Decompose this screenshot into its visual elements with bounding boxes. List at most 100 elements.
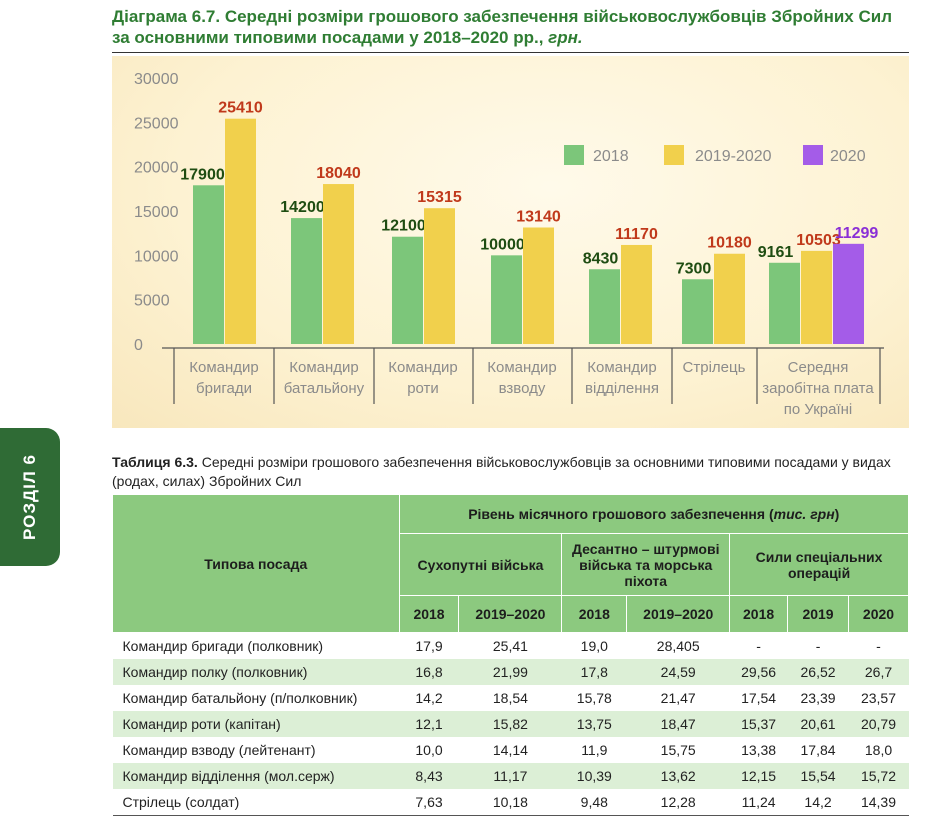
category-label: Командир <box>487 359 557 376</box>
row-value: 13,75 <box>561 711 627 737</box>
row-value: 17,54 <box>741 690 777 706</box>
y-tick-label: 15000 <box>134 204 179 221</box>
data-label-2019-2020: 18040 <box>316 165 361 182</box>
y-tick-label: 10000 <box>134 248 179 265</box>
bar-2019-2020 <box>621 244 652 344</box>
data-label-2019-2020: 13140 <box>516 208 561 225</box>
data-label-2018: 7300 <box>676 260 712 277</box>
data-label-2019-2020: 10503 <box>796 232 841 249</box>
header-year: 2019–2020 <box>458 595 563 633</box>
row-value: 17,9 <box>415 638 443 654</box>
row-position: Командир роти (капітан) <box>112 711 400 737</box>
category-label: Командир <box>587 359 657 376</box>
bar-2018 <box>589 269 620 344</box>
section-tab-label: РОЗДІЛ 6 <box>20 454 39 540</box>
category-label: Середня <box>788 359 849 376</box>
header-year: 2018 <box>398 595 460 633</box>
row-value: 14,14 <box>492 742 528 758</box>
legend-label: 2019-2020 <box>695 148 772 165</box>
category-label: роти <box>407 380 439 397</box>
header-position: Типова посада <box>112 494 400 633</box>
y-tick-label: 5000 <box>134 293 170 310</box>
row-position: Командир полку (полковник) <box>112 659 400 685</box>
section-tab: РОЗДІЛ 6 <box>0 428 60 566</box>
bar-2019-2020 <box>323 184 354 344</box>
row-value: 10,39 <box>561 763 627 789</box>
row-value: 23,39 <box>800 690 836 706</box>
header-group: Десантно – штурмові війська та морська п… <box>561 533 731 596</box>
header-year: 2019 <box>787 595 849 633</box>
category-label: батальйону <box>284 380 365 397</box>
diagram-title: Діаграма 6.7. Середні розміри грошового … <box>112 6 912 48</box>
category-label: Командир <box>388 359 458 376</box>
category-label: відділення <box>585 380 659 397</box>
bar-2019-2020 <box>523 227 554 344</box>
table-row: Командир відділення (мол.серж) 8,43 11,17 1… <box>112 763 909 789</box>
row-value: 26,7 <box>848 659 909 685</box>
data-label-2018: 17900 <box>180 166 225 183</box>
row-value: 14,2 <box>415 690 443 706</box>
header-year: 2018 <box>561 595 628 633</box>
row-value: 26,52 <box>787 659 849 685</box>
row-value: 11,9 <box>581 742 608 758</box>
legend-swatch <box>564 145 584 165</box>
row-value: 13,62 <box>626 763 730 789</box>
legend-label: 2020 <box>830 148 866 165</box>
row-value: 15,72 <box>848 763 909 789</box>
bar-2020 <box>833 243 864 344</box>
row-value: 10,18 <box>458 789 562 816</box>
bar-2019-2020 <box>225 118 256 344</box>
row-value: 15,75 <box>660 742 696 758</box>
y-tick-label: 30000 <box>134 71 179 88</box>
row-value: 25,41 <box>492 638 528 654</box>
category-label: взводу <box>499 380 546 397</box>
data-label-2018: 12100 <box>381 218 426 235</box>
category-label: Командир <box>189 359 259 376</box>
header-year: 2020 <box>848 595 909 633</box>
data-label-2019-2020: 11170 <box>615 226 658 243</box>
bar-2019-2020 <box>714 253 745 344</box>
row-value: 17,8 <box>561 659 627 685</box>
bar-2018 <box>291 218 322 344</box>
table-row: Командир батальйону (п/полковник) 14,2 18,… <box>113 685 909 711</box>
y-tick-label: 0 <box>134 337 143 354</box>
y-tick-label: 25000 <box>134 115 179 132</box>
table-row: Командир полку (полковник) 16,8 21,99 17,8 2… <box>112 659 909 685</box>
row-value: 20,61 <box>787 711 849 737</box>
category-label: бригади <box>196 380 252 397</box>
row-position: Командир відділення (мол.серж) <box>112 763 400 789</box>
data-label-2019-2020: 15315 <box>417 189 462 206</box>
row-value: 18,54 <box>492 690 528 706</box>
row-position: Командир бригади (полковник) <box>122 638 324 654</box>
row-value: 21,47 <box>660 690 696 706</box>
legend-label: 2018 <box>593 148 629 165</box>
table-body: Командир бригади (полковник) 17,9 25,41 19,… <box>112 633 909 816</box>
row-value: 16,8 <box>399 659 459 685</box>
diagram-title-text: Середні розміри грошового забезпечення в… <box>112 7 893 47</box>
category-label: заробітна плата <box>762 380 874 397</box>
row-value: 15,78 <box>576 690 612 706</box>
header-level-suffix: ) <box>834 506 840 522</box>
bar-2018 <box>392 236 423 344</box>
row-value: 15,54 <box>787 763 849 789</box>
row-value: 9,48 <box>561 789 627 816</box>
row-value: 19,0 <box>580 638 608 654</box>
table-row: Стрілець (солдат) 7,63 10,18 9,48 12,28 11,24… <box>112 789 909 816</box>
row-value: 7,63 <box>399 789 459 816</box>
row-value: 11,24 <box>729 789 788 816</box>
data-label-2019-2020: 10180 <box>707 235 752 252</box>
diagram-unit: грн. <box>548 28 583 47</box>
row-value: 28,405 <box>656 638 700 654</box>
table-caption-label: Таблиця 6.3. <box>112 454 198 470</box>
table-row: Командир взводу (лейтенант) 10,0 14,14 11,9… <box>113 737 909 763</box>
category-label: Командир <box>289 359 359 376</box>
diagram-label: Діаграма 6.7. <box>112 7 221 26</box>
row-value: 18,47 <box>626 711 730 737</box>
title-divider <box>112 52 909 53</box>
header-level: Рівень місячного грошового забезпечення … <box>398 494 910 534</box>
row-value: - <box>876 638 881 654</box>
header-year: 2019–2020 <box>626 595 731 633</box>
row-value: 13,38 <box>741 742 777 758</box>
data-label-2018: 14200 <box>280 199 325 216</box>
row-value: - <box>756 638 761 654</box>
